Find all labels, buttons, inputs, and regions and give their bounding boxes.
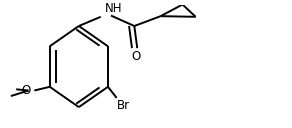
Text: NH: NH xyxy=(105,2,123,15)
Text: O: O xyxy=(131,50,140,63)
Text: Br: Br xyxy=(117,99,131,112)
Text: O: O xyxy=(22,84,31,97)
